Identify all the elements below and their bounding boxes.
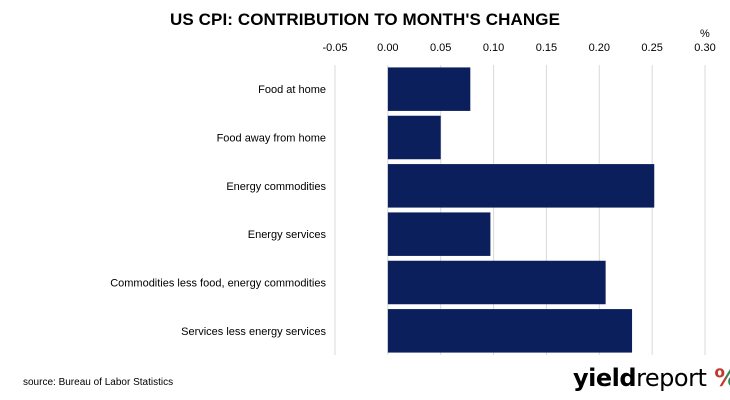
category-label: Energy services [248,229,327,241]
logo-percent-icon: % [714,364,730,392]
x-tick-label: 0.25 [641,42,662,54]
bar [388,116,441,160]
logo-bold-text: yield [573,364,636,392]
yieldreport-logo: yieldreport % [573,364,730,392]
logo-light-text: report [636,364,706,392]
bar [388,261,606,305]
bar [388,309,632,353]
bar [388,67,470,111]
x-tick-label: 0.30 [694,42,715,54]
source-note: source: Bureau of Labor Statistics [23,377,173,388]
x-tick-label: 0.00 [377,42,398,54]
category-label: Food at home [258,84,326,96]
category-label: Food away from home [217,133,326,145]
category-label: Commodities less food, energy commoditie… [110,278,326,290]
x-tick-label: 0.05 [430,42,451,54]
chart-plot: -0.05 0.00 0.05 0.10 0.15 0.20 0.25 0.30 Food at… [0,0,730,400]
x-tick-label: 0.20 [589,42,610,54]
x-tick-label: -0.05 [322,42,347,54]
category-label: Services less energy services [181,326,326,338]
bar [388,212,491,256]
x-tick-label: 0.10 [483,42,504,54]
x-tick-label: 0.15 [536,42,557,54]
bar [388,164,654,208]
category-label: Energy commodities [226,181,326,193]
